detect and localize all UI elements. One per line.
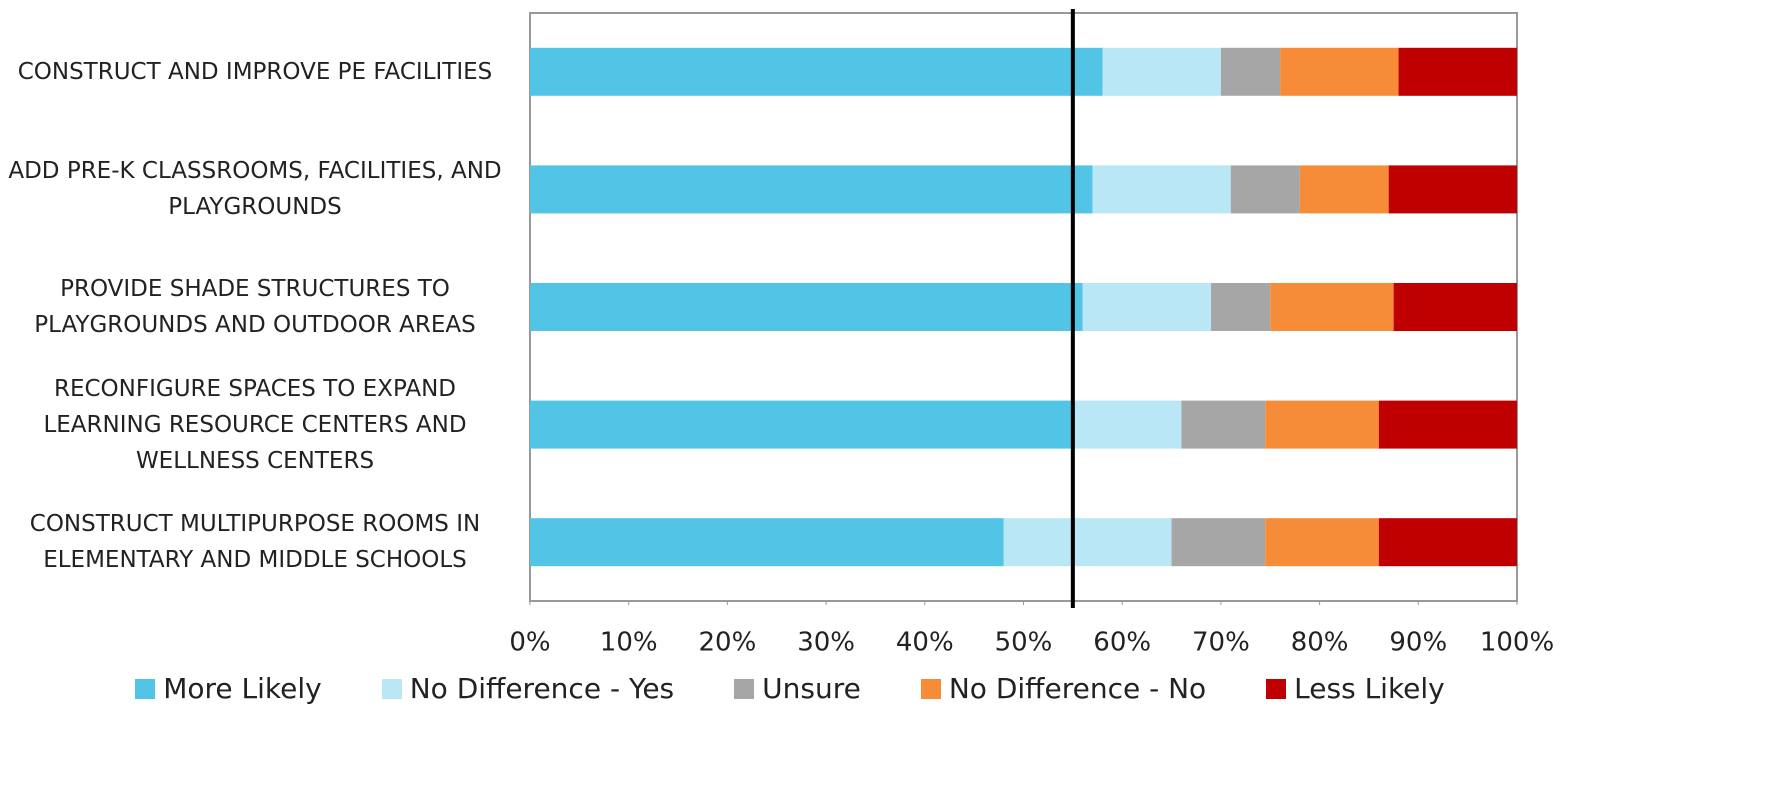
bar-segment — [1082, 283, 1212, 331]
x-tick-label: 20% — [699, 628, 757, 658]
bar-segment — [1092, 165, 1231, 214]
x-tick-label: 70% — [1192, 628, 1250, 658]
x-tick-label: 0% — [509, 628, 550, 658]
legend-label: Less Likely — [1294, 672, 1445, 705]
category-label: CONSTRUCT MULTIPURPOSE ROOMS IN ELEMENTA… — [29, 511, 481, 574]
x-tick-label: 60% — [1093, 628, 1151, 658]
bar-segment — [1230, 165, 1300, 214]
bar-segment — [530, 518, 1004, 567]
legend: More Likely No Difference - Yes Unsure No D… — [0, 672, 1580, 705]
bar-segment — [1299, 165, 1389, 214]
legend-item: Less Likely — [1266, 672, 1445, 705]
x-tick-label: 100% — [1480, 628, 1554, 658]
x-tick-label: 40% — [896, 628, 954, 658]
bar-segment — [530, 47, 1103, 96]
category-label: RECONFIGURE SPACES TO EXPAND LEARNING RE… — [43, 375, 467, 474]
x-tick-label: 30% — [797, 628, 855, 658]
bar-segment — [1072, 400, 1182, 449]
category-label: PROVIDE SHADE STRUCTURES TO PLAYGROUNDS … — [34, 276, 476, 338]
legend-swatch — [1266, 678, 1287, 699]
legend-label: No Difference - Yes — [409, 672, 675, 705]
legend-item: More Likely — [135, 672, 322, 705]
x-tick-label: 90% — [1389, 628, 1447, 658]
legend-label: Unsure — [762, 672, 861, 705]
bar-segment — [1220, 47, 1281, 96]
bar-segment — [1265, 400, 1379, 449]
bar-segment — [1003, 518, 1172, 567]
bar-segment — [1398, 47, 1517, 96]
x-tick-label: 10% — [600, 628, 658, 658]
bar-segment — [530, 283, 1083, 331]
legend-item: No Difference - No — [920, 672, 1207, 705]
bar-segment — [1211, 283, 1271, 331]
legend-item: No Difference - Yes — [381, 672, 675, 705]
bar-segment — [1171, 518, 1266, 567]
x-tick-label: 80% — [1291, 628, 1349, 658]
bar-segment — [1181, 400, 1266, 449]
legend-label: No Difference - No — [948, 672, 1207, 705]
legend-swatch — [920, 678, 941, 699]
category-label: CONSTRUCT AND IMPROVE PE FACILITIES — [17, 58, 493, 85]
bar-segment — [530, 165, 1093, 214]
legend-item: Unsure — [734, 672, 861, 705]
bar-segment — [1270, 283, 1394, 331]
legend-swatch — [135, 678, 156, 699]
bar-segment — [1393, 283, 1517, 331]
legend-swatch — [381, 678, 402, 699]
bar-segment — [1280, 47, 1399, 96]
bar-segment — [1265, 518, 1379, 567]
bar-segment — [1102, 47, 1221, 96]
bar-segment — [530, 400, 1073, 449]
category-label: ADD PRE-K CLASSROOMS, FACILITIES, AND PL… — [8, 158, 502, 221]
bar-segment — [1388, 165, 1517, 214]
legend-swatch — [734, 678, 755, 699]
bar-segment — [1378, 518, 1517, 567]
bar-segment — [1378, 400, 1517, 449]
x-tick-label: 50% — [995, 628, 1053, 658]
legend-label: More Likely — [163, 672, 322, 705]
